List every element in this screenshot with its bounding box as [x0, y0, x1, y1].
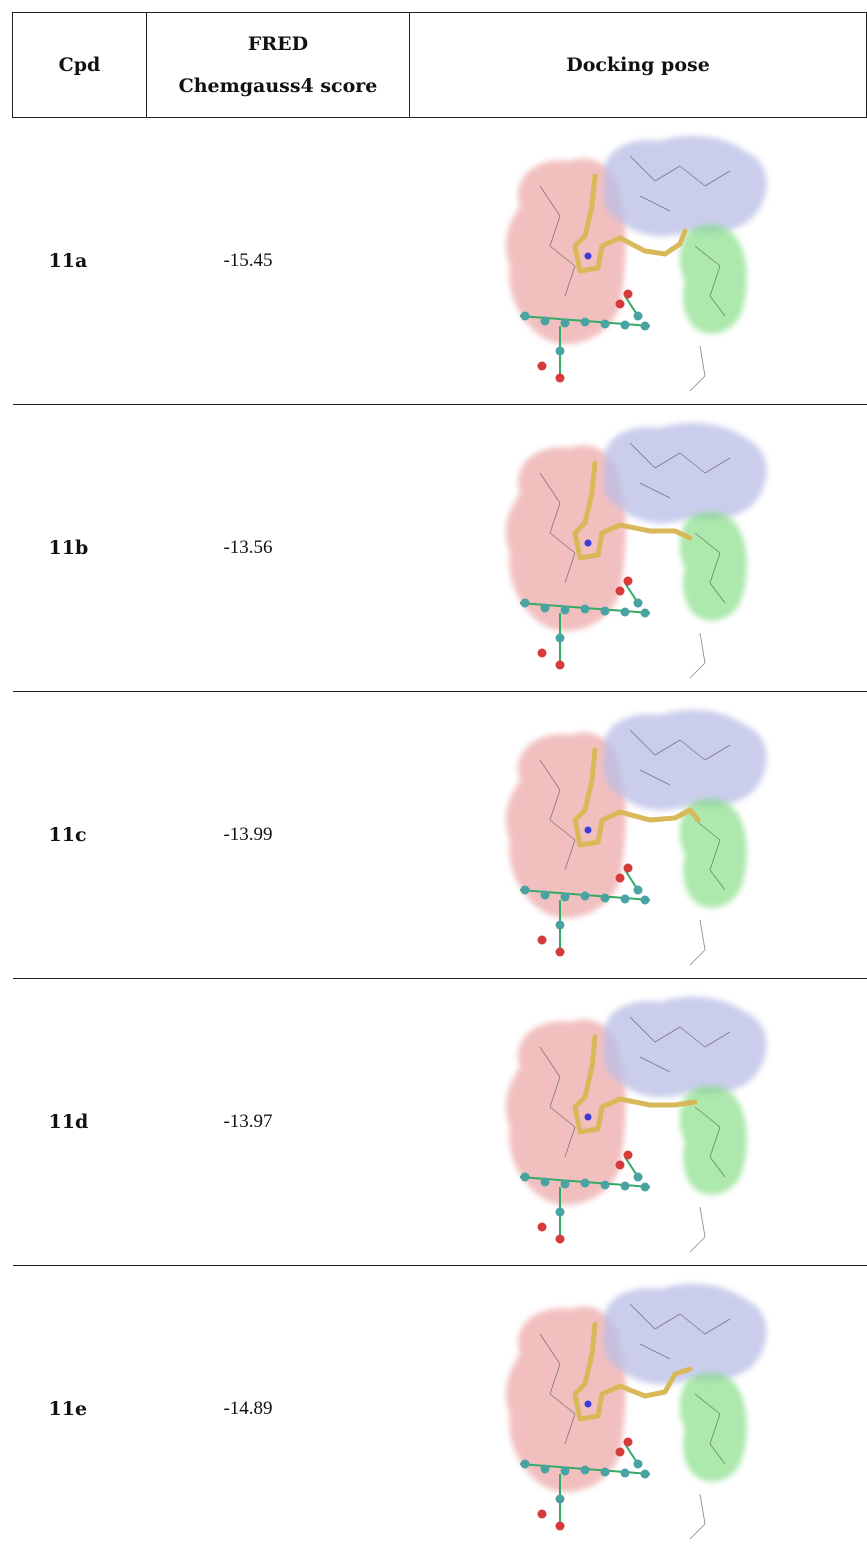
table-row: 11a -15.45 — [13, 118, 867, 405]
cpd-cell: 11d — [13, 979, 147, 1266]
header-row: Cpd FRED Chemgauss4 score Docking pose — [13, 13, 867, 118]
cpd-cell: 11e — [13, 1266, 147, 1552]
score-cell: -13.56 — [147, 405, 410, 692]
docking-pose-image — [410, 126, 867, 396]
pose-cell — [410, 405, 867, 692]
docking-pose-image — [410, 700, 867, 970]
score-cell: -15.45 — [147, 118, 410, 405]
cpd-cell: 11c — [13, 692, 147, 979]
cpd-cell: 11a — [13, 118, 147, 405]
docking-pose-image — [410, 987, 867, 1257]
header-score-line2: Chemgauss4 score — [147, 65, 409, 107]
pose-cell — [410, 1266, 867, 1552]
table-row: 11c -13.99 — [13, 692, 867, 979]
header-pose: Docking pose — [410, 13, 867, 118]
pose-illustration — [480, 413, 860, 683]
score-cell: -14.89 — [147, 1266, 410, 1552]
pose-illustration — [480, 126, 860, 396]
header-score-line1: FRED — [147, 23, 409, 65]
score-cell: -13.97 — [147, 979, 410, 1266]
pose-cell — [410, 979, 867, 1266]
header-cpd: Cpd — [13, 13, 147, 118]
table-row: 11e -14.89 — [13, 1266, 867, 1552]
table-row: 11d -13.97 — [13, 979, 867, 1266]
pose-illustration — [480, 987, 860, 1257]
pose-cell — [410, 118, 867, 405]
pose-illustration — [480, 700, 860, 970]
table-row: 11b -13.56 — [13, 405, 867, 692]
pose-cell — [410, 692, 867, 979]
score-cell: -13.99 — [147, 692, 410, 979]
header-score: FRED Chemgauss4 score — [147, 13, 410, 118]
docking-pose-image — [410, 413, 867, 683]
docking-pose-image — [410, 1274, 867, 1544]
pose-illustration — [480, 1274, 860, 1544]
docking-table: Cpd FRED Chemgauss4 score Docking pose 1… — [12, 12, 867, 1552]
cpd-cell: 11b — [13, 405, 147, 692]
